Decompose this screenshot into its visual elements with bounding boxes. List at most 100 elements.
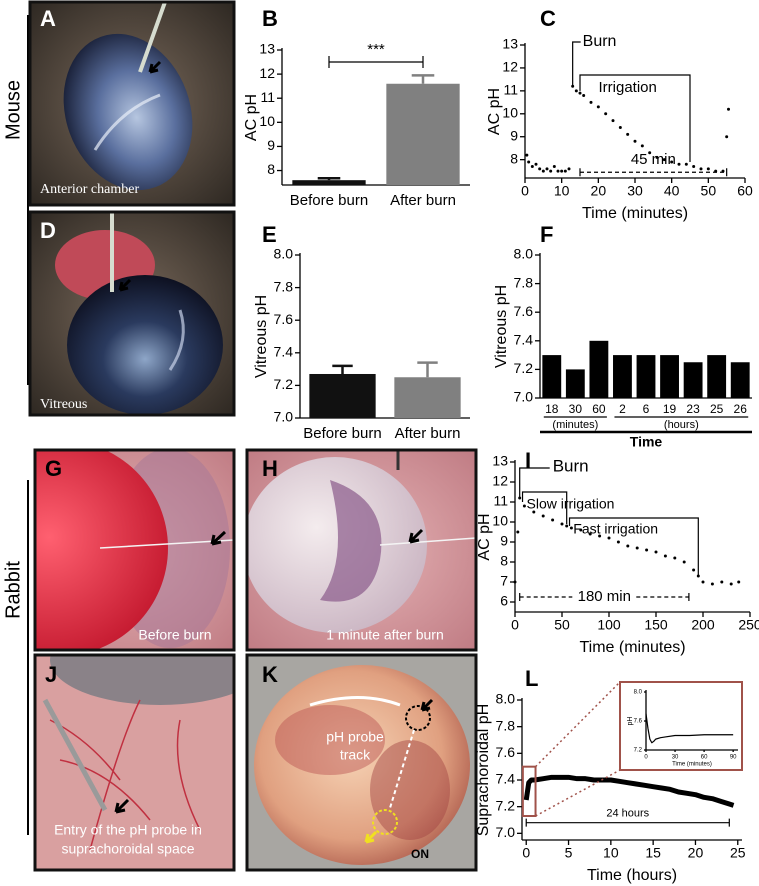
panel-label: K [262,662,278,687]
data-point [552,165,556,169]
data-point [645,548,649,552]
x-tick-label: 50 [554,617,570,633]
y-tick-label: 8.0 [634,690,643,696]
x-tick-label: Before burn [303,425,381,442]
y-axis-label: Vitreous pH [493,285,510,368]
error-bar [332,364,353,374]
x-tick-label: 60 [701,755,708,761]
panel-label: B [262,6,278,31]
data-point [701,580,705,584]
x-tick-label: 23 [686,402,700,416]
data-point [598,534,602,538]
y-tick-label: 8 [510,150,518,166]
data-point [670,160,674,164]
y-tick-label: 13 [502,36,518,52]
annotation: 180 min [578,588,631,605]
bar [565,369,585,398]
data-point [706,167,710,171]
y-tick-label: 7.2 [496,797,516,813]
annotation: Burn [553,456,589,475]
x-axis-label: Time [630,434,663,450]
y-tick-label: 13 [492,453,508,469]
data-point [530,165,534,169]
data-point [604,112,608,116]
bar [613,355,632,398]
data-point [522,504,526,508]
y-axis-label: Suprachoroidal pH [475,704,492,837]
side-label: Mouse [2,80,24,140]
annotation: Irrigation [598,79,656,96]
data-point [534,162,538,166]
bracket-end [579,168,728,177]
y-tick-label: 9 [510,127,518,143]
data-point [556,169,560,173]
x-axis-label: Time (hours) [587,867,677,884]
panel-label: A [40,6,56,31]
data-point [727,107,730,111]
y-tick-label: 10 [259,113,275,129]
photo [30,212,234,415]
data-point [635,546,639,550]
x-tick-label: 2 [619,402,626,416]
annotation: 45 min [631,151,676,168]
x-tick-label: 25 [730,845,746,861]
data-point [626,544,630,548]
bar [292,180,366,185]
data-point [578,91,582,95]
y-tick-label: 7.8 [496,717,516,733]
y-tick-label: 8 [500,553,508,569]
y-axis-label: AC pH [243,94,260,141]
data-point [725,135,729,139]
x-tick-label: 20 [591,183,607,199]
x-tick-label: 5 [565,845,573,861]
data-point [589,100,593,104]
photo [247,450,476,650]
y-tick-label: 7.0 [274,409,294,425]
x-tick-label: 19 [663,402,677,416]
x-tick-label: 40 [664,183,680,199]
y-axis-label: AC pH [486,88,503,135]
x-tick-label: 250 [738,617,759,633]
annotation: *** [367,41,385,58]
data-point [541,514,545,518]
data-point [513,580,517,584]
zoom-line [535,681,621,768]
panel-label: C [540,6,556,31]
zoom-box [521,765,537,818]
data-point [710,582,714,586]
bracket [328,56,424,68]
x-tick-label: 10 [603,845,619,861]
panel-label: L [525,666,538,691]
data-point [574,89,578,93]
data-point [551,518,555,522]
x-tick-label: 30 [627,183,643,199]
bar [660,355,679,398]
annotation: Fast irrigation [573,521,658,537]
panel-label: F [540,222,553,247]
y-tick-label: 7.8 [274,278,294,294]
x-tick-label: 100 [597,617,621,633]
caption: 1 minute after burn [326,627,444,643]
x-tick-label: 26 [734,402,748,416]
data-point [565,524,569,528]
caption: Vitreous [40,397,87,412]
data-point [720,580,724,584]
caption: track [340,747,371,763]
panel-label: D [40,218,56,243]
data-point [532,510,536,514]
x-tick-label: After burn [390,192,456,209]
annotation: Slow irrigation [527,496,615,512]
x-tick-label: 20 [688,845,704,861]
group-label: (minutes) [552,419,598,431]
y-tick-label: 8.0 [274,246,294,262]
data-point [633,139,637,143]
y-tick-label: 8 [267,161,275,177]
error-bar [317,177,341,181]
bar [730,362,750,398]
data-point [655,155,659,159]
x-tick-label: 0 [521,183,529,199]
x-tick-label: 60 [592,402,606,416]
data-point [538,167,542,171]
x-tick-label: 18 [545,402,559,416]
data-point [541,169,545,173]
